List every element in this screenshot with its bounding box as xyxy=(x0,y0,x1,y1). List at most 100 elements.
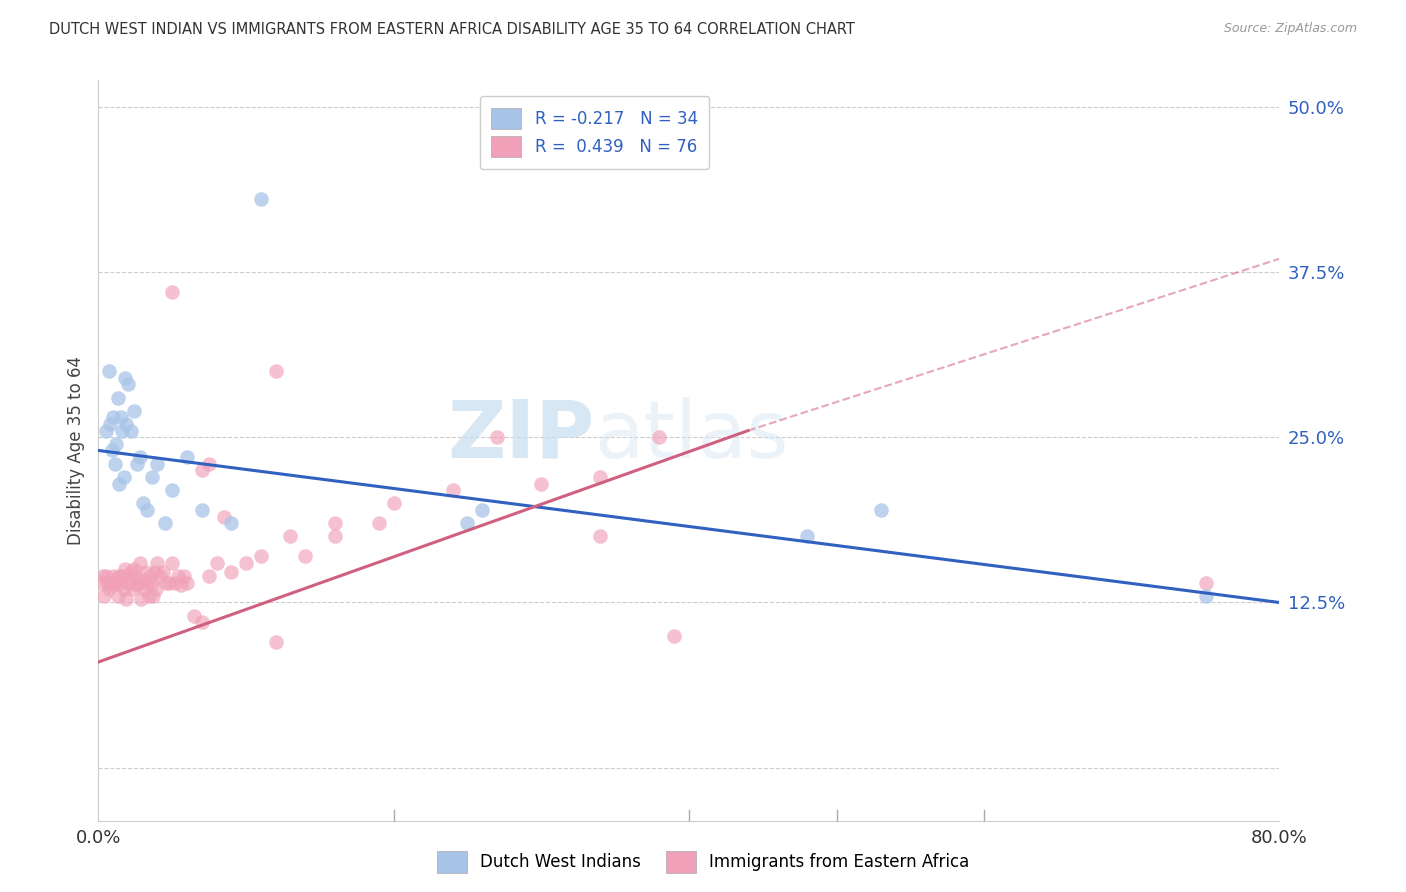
Point xyxy=(382,496,405,510)
Point xyxy=(152,565,174,579)
Point xyxy=(94,424,117,438)
Point xyxy=(110,575,132,590)
Point xyxy=(136,575,159,590)
Point xyxy=(96,575,118,590)
Point xyxy=(128,556,150,570)
Point xyxy=(221,516,243,531)
Point xyxy=(143,565,166,579)
Point xyxy=(146,457,169,471)
Point xyxy=(112,470,135,484)
Point xyxy=(122,562,145,576)
Point xyxy=(280,529,302,543)
Point xyxy=(294,549,316,564)
Point xyxy=(250,192,273,206)
Point xyxy=(457,516,479,531)
Point xyxy=(205,556,228,570)
Point xyxy=(135,565,157,579)
Point xyxy=(441,483,464,497)
Point xyxy=(115,591,138,606)
Point xyxy=(167,569,190,583)
Point xyxy=(124,569,146,583)
Point xyxy=(191,463,214,477)
Point xyxy=(250,549,273,564)
Point xyxy=(104,457,127,471)
Point xyxy=(107,391,129,405)
Point xyxy=(90,575,112,590)
Point xyxy=(165,575,187,590)
Point xyxy=(134,582,156,597)
Point xyxy=(176,575,198,590)
Point xyxy=(118,575,141,590)
Point xyxy=(114,562,136,576)
Point xyxy=(149,569,172,583)
Point xyxy=(121,582,143,597)
Point xyxy=(111,424,134,438)
Point xyxy=(648,430,671,444)
Point xyxy=(105,437,128,451)
Point xyxy=(212,509,235,524)
Point xyxy=(162,483,183,497)
Point xyxy=(170,578,193,592)
Point xyxy=(111,569,134,583)
Point xyxy=(589,529,612,543)
Point xyxy=(264,364,287,378)
Point xyxy=(153,516,176,531)
Point xyxy=(139,569,162,583)
Point xyxy=(323,516,346,531)
Point xyxy=(162,556,183,570)
Point xyxy=(103,569,125,583)
Point xyxy=(183,608,205,623)
Point xyxy=(100,578,122,592)
Point xyxy=(1195,589,1218,603)
Point xyxy=(127,575,149,590)
Point xyxy=(93,589,115,603)
Point xyxy=(117,377,139,392)
Point xyxy=(115,417,138,431)
Point xyxy=(122,404,145,418)
Point xyxy=(486,430,509,444)
Point xyxy=(108,569,131,583)
Point xyxy=(145,582,167,597)
Point xyxy=(198,457,221,471)
Point xyxy=(114,370,136,384)
Point xyxy=(471,503,494,517)
Point xyxy=(100,443,122,458)
Point xyxy=(141,470,163,484)
Point xyxy=(107,589,129,603)
Point xyxy=(323,529,346,543)
Point xyxy=(105,573,128,587)
Text: ZIP: ZIP xyxy=(447,397,595,475)
Point xyxy=(157,575,180,590)
Point xyxy=(155,575,177,590)
Point xyxy=(132,496,155,510)
Point xyxy=(146,556,169,570)
Text: DUTCH WEST INDIAN VS IMMIGRANTS FROM EASTERN AFRICA DISABILITY AGE 35 TO 64 CORR: DUTCH WEST INDIAN VS IMMIGRANTS FROM EAS… xyxy=(49,22,855,37)
Legend: Dutch West Indians, Immigrants from Eastern Africa: Dutch West Indians, Immigrants from East… xyxy=(430,845,976,880)
Point xyxy=(97,582,120,597)
Point xyxy=(142,589,165,603)
Point xyxy=(98,417,121,431)
Point xyxy=(796,529,818,543)
Point xyxy=(176,450,198,464)
Point xyxy=(117,569,139,583)
Point xyxy=(221,565,243,579)
Text: atlas: atlas xyxy=(595,397,789,475)
Point xyxy=(120,424,142,438)
Point xyxy=(129,591,152,606)
Point xyxy=(264,635,287,649)
Point xyxy=(108,476,131,491)
Point xyxy=(1195,575,1218,590)
Point xyxy=(235,556,257,570)
Point xyxy=(110,410,132,425)
Point xyxy=(191,615,214,630)
Legend: R = -0.217   N = 34, R =  0.439   N = 76: R = -0.217 N = 34, R = 0.439 N = 76 xyxy=(479,96,710,169)
Point xyxy=(138,589,160,603)
Point xyxy=(94,569,117,583)
Point xyxy=(530,476,553,491)
Point xyxy=(173,569,195,583)
Point xyxy=(125,457,148,471)
Point xyxy=(98,575,121,590)
Point xyxy=(112,582,135,597)
Point xyxy=(128,450,150,464)
Text: Source: ZipAtlas.com: Source: ZipAtlas.com xyxy=(1223,22,1357,36)
